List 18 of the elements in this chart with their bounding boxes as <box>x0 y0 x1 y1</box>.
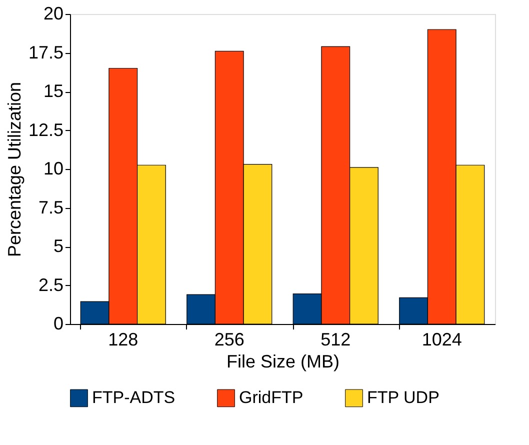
y-tick-label: 10 <box>43 158 64 178</box>
y-tick-label: 20 <box>43 4 64 24</box>
legend-label: FTP-ADTS <box>92 388 176 408</box>
y-tick-label: 5 <box>53 236 64 256</box>
x-tick-label: 256 <box>214 330 244 350</box>
y-tick-label: 0 <box>53 314 64 334</box>
y-tick-label: 7.5 <box>38 197 64 218</box>
legend-label: FTP UDP <box>367 388 440 408</box>
y-tick-label: 17.5 <box>28 42 64 62</box>
x-axis-title: File Size (MB) <box>226 352 340 372</box>
legend-label: GridFTP <box>239 388 304 408</box>
x-tick-label: 1024 <box>422 330 462 350</box>
x-tick-label: 128 <box>108 330 138 350</box>
y-tick-label: 15 <box>43 81 64 101</box>
x-tick-label: 512 <box>320 330 351 350</box>
y-axis-title: Percentage Utilization <box>4 82 24 258</box>
y-tick-label: 2.5 <box>38 274 64 295</box>
y-tick-label: 12.5 <box>28 120 64 140</box>
